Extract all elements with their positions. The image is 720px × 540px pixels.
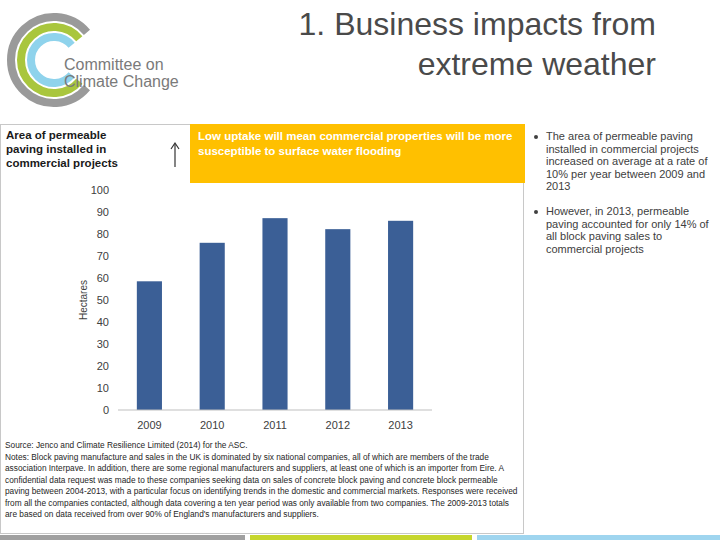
bar — [137, 281, 162, 410]
stripe-grey — [0, 535, 245, 540]
y-tick-label: 10 — [97, 382, 109, 394]
y-tick-label: 80 — [97, 228, 109, 240]
slide-title: 1. Business impacts from — [299, 6, 656, 43]
bullet-text: The area of permeable paving installed i… — [546, 130, 716, 193]
bullet-dot — [534, 135, 538, 139]
bars — [137, 218, 413, 410]
y-tick-label: 20 — [97, 360, 109, 372]
logo-text: Climate Change — [64, 73, 179, 91]
chart-title: Area of permeable paving installed in co… — [6, 128, 136, 170]
y-tick-label: 0 — [103, 404, 109, 416]
bar — [262, 218, 287, 410]
chart: 0 10 20 30 40 50 60 70 80 90 100 Hectares 2009 2010 20… — [0, 180, 524, 440]
x-tick-label: 2010 — [200, 419, 224, 431]
x-axis-line — [118, 410, 432, 411]
y-tick-label: 70 — [97, 250, 109, 262]
annotation-text: Low uptake will mean commercial properti… — [198, 129, 517, 159]
y-tick-label: 40 — [97, 316, 109, 328]
logo — [0, 0, 120, 110]
bar — [200, 243, 225, 410]
bar — [325, 229, 350, 410]
logo-text: Committee on — [64, 56, 164, 74]
y-axis-label: Hectares — [78, 280, 89, 320]
source: Source: Jenco and Climate Resilience Lim… — [5, 440, 520, 452]
slide-title: extreme weather — [418, 46, 656, 83]
bullet-text: However, in 2013, permeable paving accou… — [546, 205, 716, 255]
y-tick-label: 50 — [97, 294, 109, 306]
x-tick-label: 2009 — [137, 419, 161, 431]
arrow-shaft — [174, 144, 175, 167]
y-tick-label: 100 — [91, 184, 109, 196]
x-tick-label: 2013 — [388, 419, 412, 431]
annotation-box: Low uptake will mean commercial properti… — [190, 124, 525, 183]
bar — [388, 221, 413, 410]
y-tick-label: 30 — [97, 338, 109, 350]
stripe-blue — [477, 535, 720, 540]
stripe-green — [250, 535, 472, 540]
y-tick-label: 90 — [97, 206, 109, 218]
x-tick-label: 2011 — [263, 419, 287, 431]
x-tick-label: 2012 — [326, 419, 350, 431]
arrow-head — [171, 143, 179, 149]
arrow-icon — [165, 140, 185, 170]
bullet-dot — [534, 210, 538, 214]
y-tick-label: 60 — [97, 272, 109, 284]
notes: Notes: Block paving manufacture and sale… — [5, 452, 520, 521]
